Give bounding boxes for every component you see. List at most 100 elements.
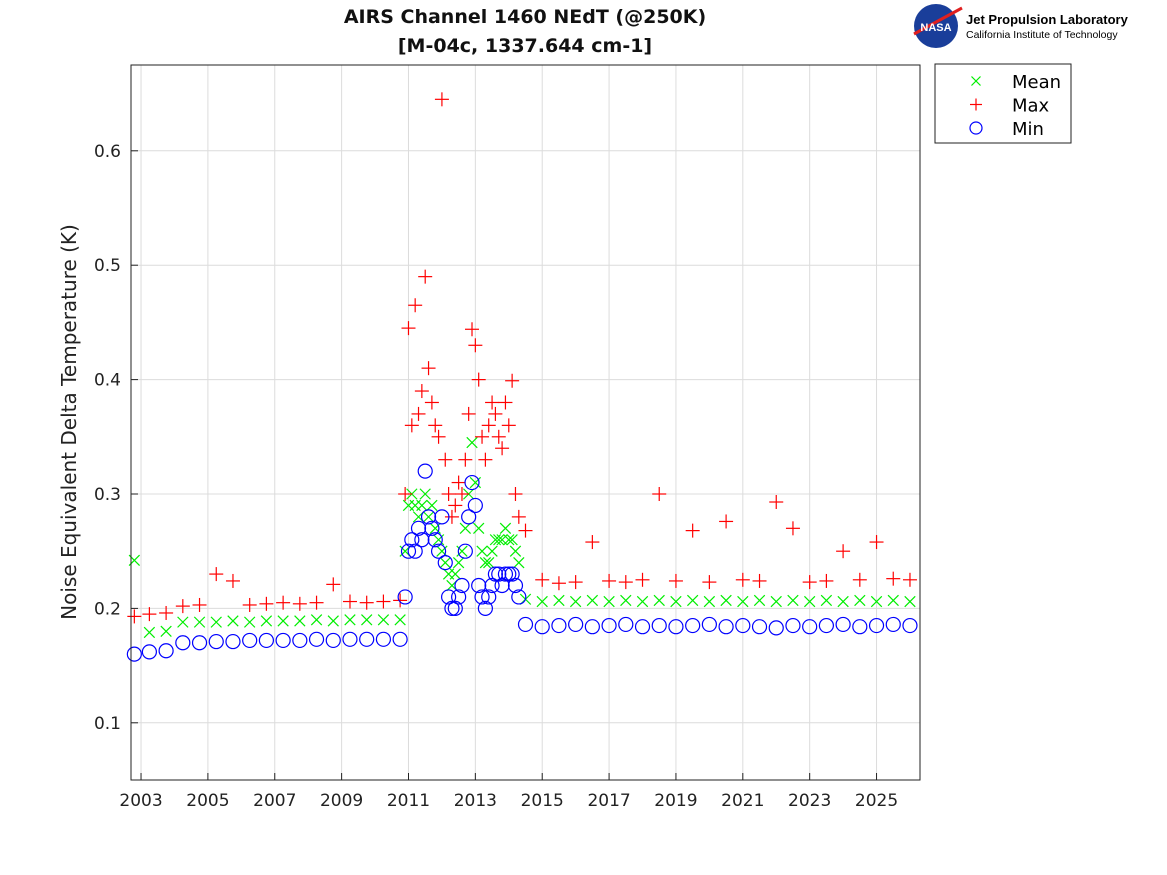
point-max (192, 597, 207, 612)
y-axis-label: Noise Equivalent Delta Temperature (K) (57, 224, 81, 620)
point-mean-stroke (820, 594, 833, 607)
point-min (751, 619, 768, 635)
point-min (491, 566, 507, 582)
x-tick-label: 2003 (119, 791, 162, 811)
point-max (511, 509, 526, 524)
jpl-subtitle: California Institute of Technology (966, 29, 1118, 41)
point-max (468, 338, 483, 353)
point-mean (483, 556, 495, 569)
point-mean-stroke (466, 436, 478, 449)
point-min (464, 474, 480, 491)
point-mean-stroke (503, 534, 515, 546)
point-min (375, 631, 392, 647)
point-min (601, 617, 617, 634)
point-min (126, 646, 142, 662)
y-tick-label: 0.1 (94, 714, 121, 734)
point-min (444, 600, 460, 617)
point-max (501, 418, 516, 433)
point-mean (509, 545, 522, 557)
point-mean (429, 522, 441, 534)
point-max (411, 406, 426, 421)
point-max (398, 487, 413, 501)
x-tick-label: 2023 (788, 791, 831, 811)
point-min (501, 566, 517, 582)
data-marks (126, 92, 918, 662)
point-min (484, 577, 500, 594)
point-max (424, 395, 439, 410)
legend-label-max: Max (1012, 96, 1050, 117)
point-mean-stroke (469, 476, 482, 489)
point-min (424, 520, 440, 536)
point-mean-stroke (770, 595, 782, 608)
point-max (376, 594, 391, 609)
point-mean-stroke (703, 595, 716, 608)
point-min (208, 633, 224, 650)
point-min (534, 619, 550, 635)
point-max (785, 521, 800, 536)
point-max (326, 577, 341, 592)
point-mean-stroke (210, 616, 222, 628)
point-mean (177, 616, 189, 628)
point-min (487, 566, 504, 582)
legend-marker-min (969, 121, 983, 135)
point-max (508, 487, 523, 501)
point-min (400, 543, 417, 559)
point-mean (361, 614, 373, 626)
point-min (885, 616, 901, 633)
point-max (485, 395, 500, 410)
point-mean (436, 545, 448, 557)
point-max (408, 298, 423, 313)
point-min (461, 509, 477, 525)
point-mean-stroke (327, 615, 339, 627)
point-max (393, 593, 408, 608)
point-mean-stroke (720, 594, 732, 607)
chart-title-line-2: [M-04c, 1337.644 cm-1] (398, 35, 652, 57)
x-tick-label: 2007 (253, 791, 296, 811)
point-mean (227, 615, 239, 627)
point-mean-stroke (479, 556, 492, 569)
point-min (420, 509, 437, 525)
point-min (225, 633, 241, 650)
point-mean (452, 556, 465, 569)
point-mean-stroke (854, 594, 866, 607)
jpl-name: Jet Propulsion Laboratory (966, 12, 1129, 27)
point-mean (586, 594, 599, 607)
point-max (488, 406, 503, 421)
point-min (902, 617, 918, 634)
point-min (517, 616, 534, 633)
point-mean (469, 476, 482, 489)
point-mean (670, 595, 682, 608)
point-mean-stroke (426, 499, 438, 512)
point-max (505, 373, 520, 388)
point-max (414, 384, 429, 399)
plot-frame (130, 64, 921, 781)
point-max (142, 607, 157, 622)
point-max (444, 509, 459, 524)
y-tick-label: 0.6 (94, 142, 121, 162)
point-min (175, 635, 191, 651)
point-mean (416, 499, 428, 512)
point-mean-stroke (499, 522, 512, 534)
point-mean-stroke (459, 522, 471, 534)
point-min (852, 619, 868, 635)
point-max (819, 573, 834, 588)
x-tick-label: 2015 (521, 791, 564, 811)
point-mean (466, 436, 478, 449)
point-min (618, 616, 634, 633)
point-mean (377, 614, 390, 626)
point-mean-stroke (586, 594, 599, 607)
point-min (404, 532, 420, 548)
point-min (651, 617, 667, 634)
legend-label-min: Min (1012, 119, 1044, 140)
point-mean-stroke (143, 626, 156, 639)
point-max (491, 429, 506, 444)
x-tick-label: 2019 (654, 791, 697, 811)
point-min (454, 577, 470, 594)
point-max (475, 429, 490, 444)
x-tick-label: 2017 (587, 791, 630, 811)
point-mean (456, 545, 468, 557)
point-mean-stroke (870, 595, 883, 608)
point-min (457, 543, 473, 559)
point-max (495, 441, 510, 456)
